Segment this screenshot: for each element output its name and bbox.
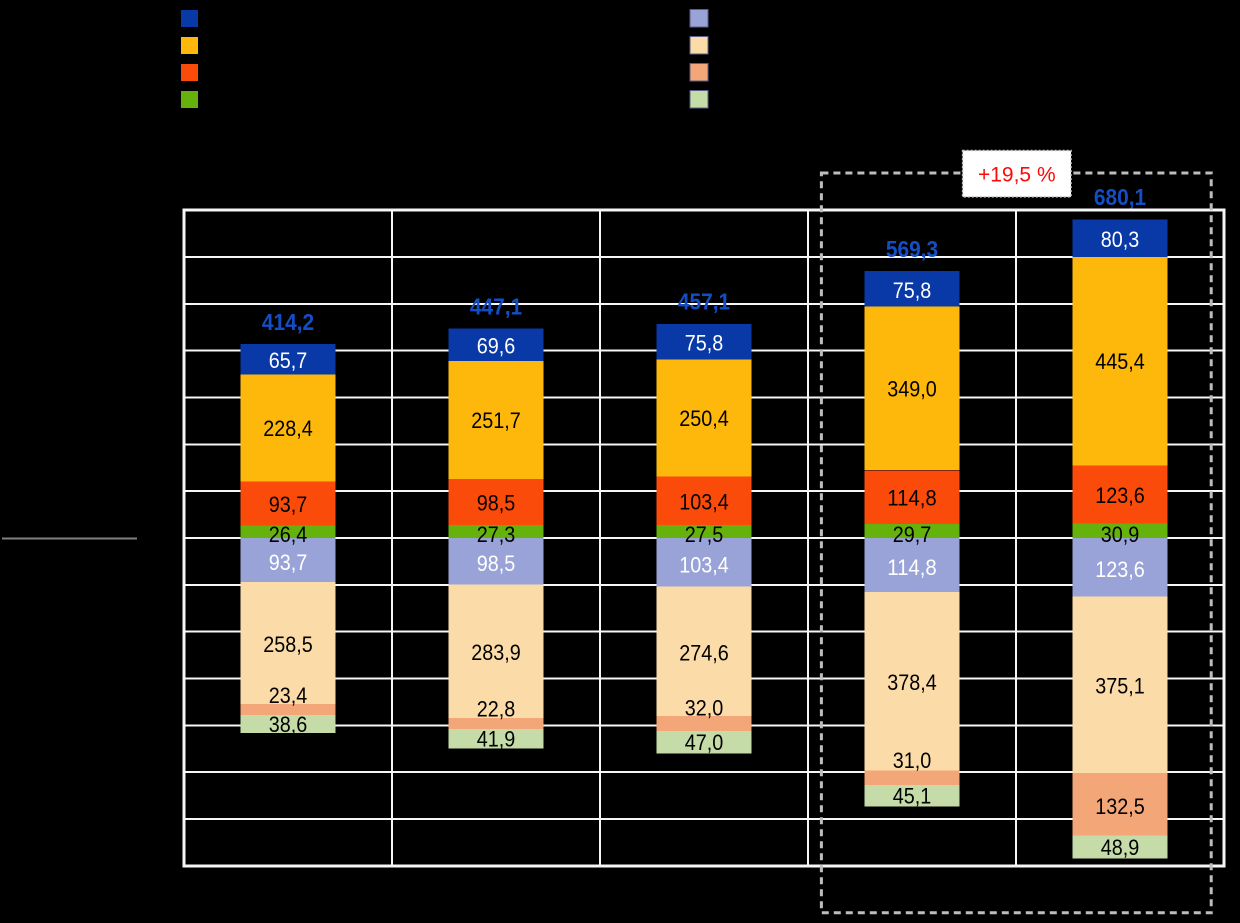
svg-text:98,5: 98,5 — [477, 491, 516, 516]
svg-text:228,4: 228,4 — [263, 416, 313, 441]
svg-text:258,5: 258,5 — [263, 632, 313, 657]
svg-text:23,4: 23,4 — [269, 683, 308, 708]
svg-text:98,5: 98,5 — [477, 551, 516, 576]
svg-text:123,6: 123,6 — [1095, 557, 1145, 582]
svg-text:30,9: 30,9 — [1101, 522, 1140, 547]
svg-text:41,9: 41,9 — [477, 727, 516, 752]
svg-text:123,6: 123,6 — [1095, 483, 1145, 508]
svg-text:414,2: 414,2 — [262, 309, 314, 335]
svg-text:114,8: 114,8 — [887, 486, 937, 511]
svg-text:38,6: 38,6 — [269, 712, 308, 737]
svg-text:103,4: 103,4 — [679, 552, 729, 577]
svg-text:447,1: 447,1 — [470, 293, 522, 319]
svg-text:45,1: 45,1 — [893, 784, 932, 809]
svg-text:69,6: 69,6 — [477, 334, 516, 359]
svg-text:569,3: 569,3 — [886, 236, 938, 262]
svg-text:445,4: 445,4 — [1095, 349, 1145, 374]
svg-text:457,1: 457,1 — [678, 289, 730, 315]
svg-text:251,7: 251,7 — [471, 408, 521, 433]
svg-text:93,7: 93,7 — [269, 492, 308, 517]
svg-text:114,8: 114,8 — [887, 555, 937, 580]
svg-text:22,8: 22,8 — [477, 696, 516, 721]
svg-text:250,4: 250,4 — [679, 406, 729, 431]
svg-text:75,8: 75,8 — [893, 278, 932, 303]
svg-text:375,1: 375,1 — [1095, 674, 1145, 699]
svg-text:29,7: 29,7 — [893, 522, 932, 547]
svg-text:48,9: 48,9 — [1101, 835, 1140, 860]
svg-text:75,8: 75,8 — [685, 331, 724, 356]
svg-text:274,6: 274,6 — [679, 640, 729, 665]
svg-text:31,0: 31,0 — [893, 748, 932, 773]
svg-text:47,0: 47,0 — [685, 730, 724, 755]
svg-text:27,5: 27,5 — [685, 522, 724, 547]
svg-text:378,4: 378,4 — [887, 670, 937, 695]
svg-text:93,7: 93,7 — [269, 550, 308, 575]
svg-text:65,7: 65,7 — [269, 348, 308, 373]
svg-text:+19,5 %: +19,5 % — [978, 164, 1056, 187]
svg-text:103,4: 103,4 — [679, 489, 729, 514]
svg-text:283,9: 283,9 — [471, 640, 521, 665]
svg-text:132,5: 132,5 — [1095, 794, 1145, 819]
svg-text:80,3: 80,3 — [1101, 227, 1140, 252]
svg-text:27,3: 27,3 — [477, 522, 516, 547]
svg-text:32,0: 32,0 — [685, 695, 724, 720]
svg-text:349,0: 349,0 — [887, 376, 937, 401]
svg-text:26,4: 26,4 — [269, 522, 308, 547]
svg-text:680,1: 680,1 — [1094, 184, 1146, 210]
